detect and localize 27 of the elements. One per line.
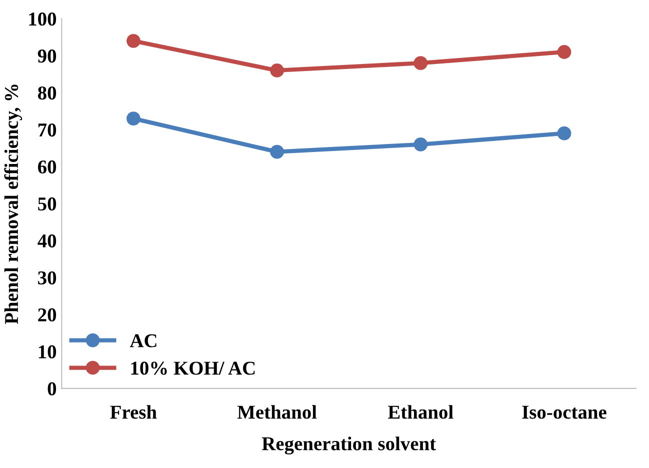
x-axis-title: Regeneration solvent — [262, 436, 436, 454]
y-tick-label: 70 — [38, 123, 56, 137]
point — [270, 144, 284, 159]
point — [270, 64, 284, 78]
y-tick-label: 80 — [38, 86, 56, 100]
y-tick-label: 30 — [38, 271, 56, 284]
x-tick-label: Ethanol — [388, 405, 454, 419]
x-tick-label: Iso-octane — [522, 406, 606, 419]
legend-label: 10% KOH/ AC — [131, 362, 255, 375]
y-tick-label: 20 — [38, 308, 56, 322]
y-tick-label: 60 — [38, 160, 56, 174]
legend-label: AC — [130, 334, 156, 348]
point — [414, 137, 428, 152]
y-tick-label: 90 — [38, 50, 56, 63]
point — [126, 112, 140, 126]
y-tick-label: 100 — [29, 12, 56, 26]
point — [557, 126, 572, 140]
point — [126, 34, 140, 48]
point — [557, 45, 572, 59]
y-tick-label: 40 — [38, 234, 56, 248]
point — [414, 56, 428, 70]
y-tick-label: 50 — [38, 197, 56, 211]
y-tick-label: 10 — [38, 345, 56, 358]
x-tick-label: Fresh — [110, 405, 157, 419]
y-axis-title: Phenol removal efficiency, % — [4, 84, 22, 324]
x-tick-label: Methanol — [237, 405, 317, 419]
y-tick-label: 0 — [48, 382, 56, 396]
